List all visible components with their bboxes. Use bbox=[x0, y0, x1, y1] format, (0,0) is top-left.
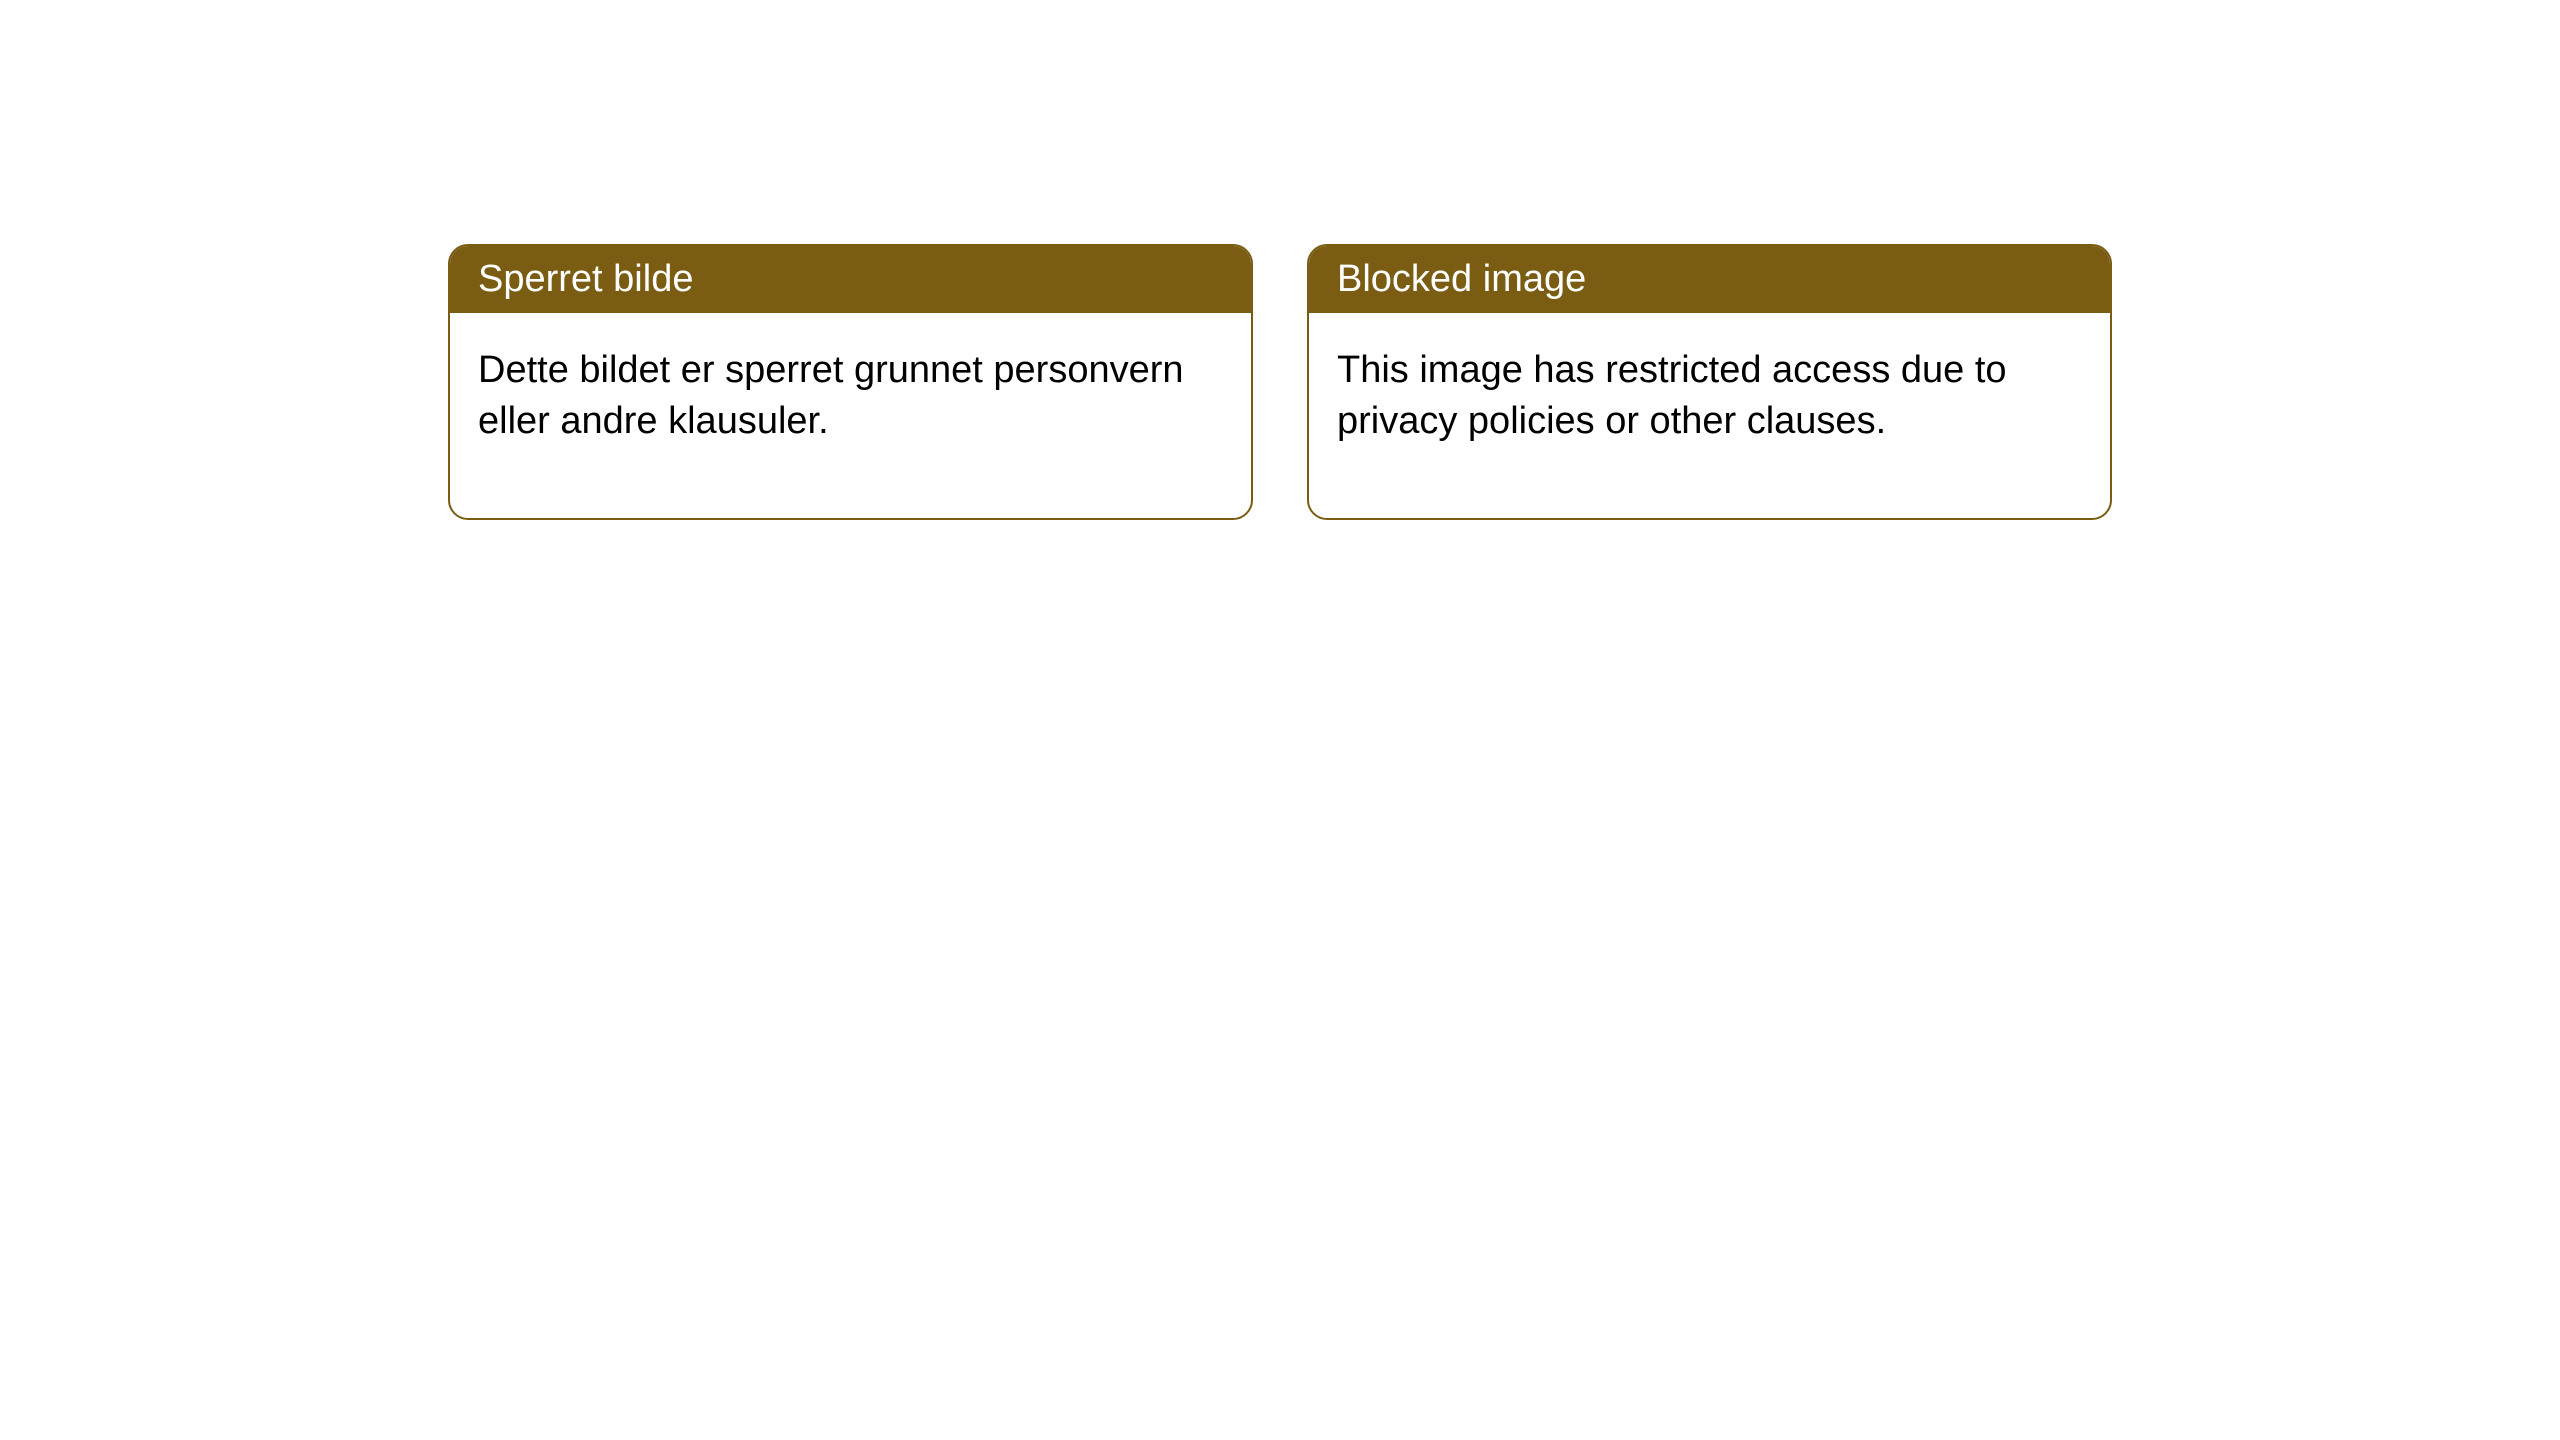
card-title-en: Blocked image bbox=[1309, 246, 2110, 313]
blocked-image-card-en: Blocked image This image has restricted … bbox=[1307, 244, 2112, 520]
card-body-en: This image has restricted access due to … bbox=[1309, 313, 2110, 518]
cards-container: Sperret bilde Dette bildet er sperret gr… bbox=[0, 0, 2560, 520]
card-title-no: Sperret bilde bbox=[450, 246, 1251, 313]
blocked-image-card-no: Sperret bilde Dette bildet er sperret gr… bbox=[448, 244, 1253, 520]
card-body-no: Dette bildet er sperret grunnet personve… bbox=[450, 313, 1251, 518]
